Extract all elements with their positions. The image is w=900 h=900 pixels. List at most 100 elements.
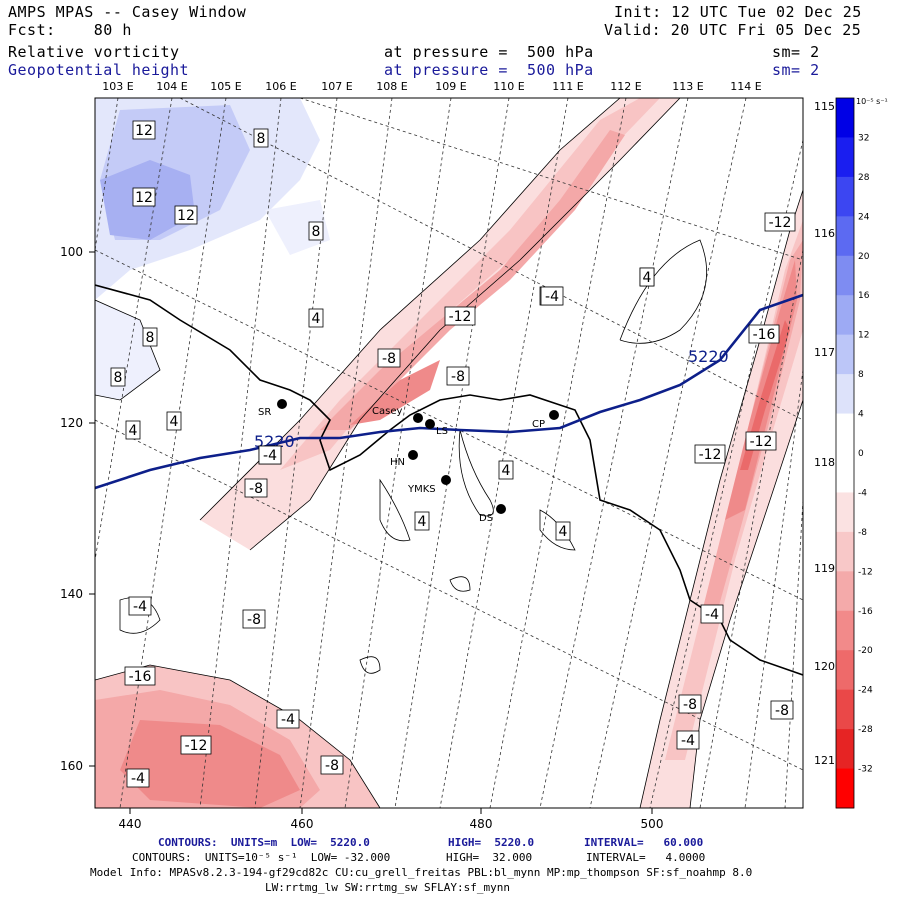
station-marker: DS	[479, 504, 506, 524]
footer-vort-interval: INTERVAL= 4.0000	[586, 851, 706, 864]
map-title: AMPS MPAS -- Casey Window	[8, 3, 247, 21]
colorbar-swatch	[836, 176, 854, 217]
stations: SR Casey LS HN CP YMKS DS	[258, 399, 559, 524]
svg-text:8: 8	[257, 131, 266, 147]
colorbar-swatch	[836, 531, 854, 572]
svg-text:12: 12	[135, 123, 153, 139]
vorticity-contour-label: -4	[276, 709, 300, 729]
svg-text:-8: -8	[382, 351, 396, 367]
colorbar-label: -28	[858, 725, 873, 735]
svg-text:4: 4	[129, 423, 138, 439]
vorticity-contour-label: -8	[770, 700, 794, 720]
footer-model-info-2: LW:rrtmg_lw SW:rrtmg_sw SFLAY:sf_mynn	[265, 881, 511, 894]
colorbar-label: 12	[858, 331, 869, 341]
station-marker: HN	[390, 450, 418, 468]
vorticity-contour-label: -12	[444, 306, 476, 326]
colorbar-swatch	[836, 729, 854, 770]
lon-label: 113 E	[672, 80, 703, 93]
map-frame	[94, 97, 804, 809]
lon-label: 103 E	[102, 80, 133, 93]
lon-label: 112 E	[610, 80, 641, 93]
colorbar-label: -8	[858, 528, 867, 538]
colorbar-label: -12	[858, 567, 873, 577]
forecast-hour: Fcst: 80 h	[8, 21, 132, 39]
vorticity-contour-label: 4	[308, 308, 324, 328]
station-label: YMKS	[407, 484, 436, 495]
colorbar-swatch	[836, 137, 854, 178]
footer-height-units: CONTOURS: UNITS=m LOW= 5220.0	[158, 836, 370, 849]
svg-text:4: 4	[418, 514, 427, 530]
svg-text:4: 4	[559, 524, 568, 540]
colorbar-swatch	[836, 650, 854, 691]
svg-text:4: 4	[643, 270, 652, 286]
lon-label: 105 E	[210, 80, 241, 93]
lon-label: 108 E	[376, 80, 407, 93]
lon-label: 110 E	[493, 80, 524, 93]
colorbar-swatch	[836, 610, 854, 651]
colorbar-label: -4	[858, 488, 867, 498]
svg-text:-8: -8	[247, 612, 261, 628]
svg-text:-4: -4	[681, 733, 695, 749]
lon-grid-lines	[95, 98, 803, 808]
vorticity-contour-label: -16	[124, 666, 156, 686]
station-label: LS	[436, 426, 448, 437]
axis-ticks	[89, 251, 653, 814]
lon-label: 107 E	[321, 80, 352, 93]
svg-text:12: 12	[135, 190, 153, 206]
vorticity-contour-label: 4	[125, 420, 141, 440]
svg-text:-8: -8	[775, 703, 789, 719]
colorbar-label: -16	[858, 607, 873, 617]
colorbar-swatches	[836, 98, 854, 809]
svg-text:-8: -8	[683, 697, 697, 713]
vorticity-contour-label: 12	[174, 205, 198, 225]
svg-text:12: 12	[177, 208, 195, 224]
vorticity-contour-label: 4	[166, 411, 182, 431]
colorbar-labels: 32 28 24 20 16 12 8 4 0 -4 -8 -12 -16 -20 -24 -28 -32	[858, 133, 873, 774]
station-marker: CP	[532, 410, 559, 430]
station-marker: YMKS	[407, 475, 451, 495]
vorticity-contour-label: 8	[253, 128, 269, 148]
colorbar-swatch	[836, 216, 854, 257]
colorbar-swatch	[836, 334, 854, 375]
colorbar-label: -32	[858, 765, 873, 775]
colorbar-swatch	[836, 571, 854, 612]
svg-text:-8: -8	[451, 369, 465, 385]
svg-text:-4: -4	[281, 712, 295, 728]
vorticity-contour-label: -16	[748, 324, 780, 344]
colorbar-swatch	[836, 98, 854, 138]
lon-label: 111 E	[552, 80, 583, 93]
colorbar-label: 16	[858, 291, 870, 301]
svg-text:4: 4	[170, 414, 179, 430]
colorbar-units: 10⁻⁵ s⁻¹	[856, 97, 888, 106]
vorticity-contour-label: 8	[110, 367, 126, 387]
colorbar-swatch	[836, 453, 854, 493]
svg-text:4: 4	[312, 311, 321, 327]
x-tick-label: 460	[291, 817, 314, 831]
svg-text:-12: -12	[750, 434, 773, 450]
map-plot-area	[95, 98, 803, 808]
lon-label: 104 E	[156, 80, 187, 93]
vorticity-contour-label: -8	[678, 694, 702, 714]
vorticity-contour-label: 8	[142, 327, 158, 347]
lon-label: 114 E	[730, 80, 761, 93]
y-tick-label: 140	[60, 587, 83, 601]
footer-vort-units: CONTOURS: UNITS=10⁻⁵ s⁻¹ LOW= -32.000	[132, 851, 391, 864]
vorticity-contour-label: -4	[126, 768, 150, 788]
vorticity-contour-label: -8	[446, 366, 470, 386]
lon-label: 109 E	[435, 80, 466, 93]
vorticity-contour-label: -8	[242, 609, 266, 629]
colorbar-swatch	[836, 374, 854, 415]
vorticity-contour-label: 4	[498, 460, 514, 480]
footer-height-high: HIGH= 5220.0	[448, 836, 535, 849]
top-lon-labels: 103 E 104 E 105 E 106 E 107 E 108 E 109 …	[102, 80, 761, 93]
vorticity-contour-label: -12	[745, 431, 777, 451]
colorbar-label: 28	[858, 173, 870, 183]
x-tick-label: 440	[119, 817, 142, 831]
y-tick-label: 120	[60, 416, 83, 430]
valid-time: Valid: 20 UTC Fri 05 Dec 25	[604, 21, 862, 39]
coastline	[95, 284, 803, 676]
station-marker: Casey	[372, 406, 423, 423]
svg-text:-16: -16	[753, 327, 776, 343]
field2-smoothing: sm= 2	[772, 61, 820, 79]
colorbar-swatch	[836, 295, 854, 336]
